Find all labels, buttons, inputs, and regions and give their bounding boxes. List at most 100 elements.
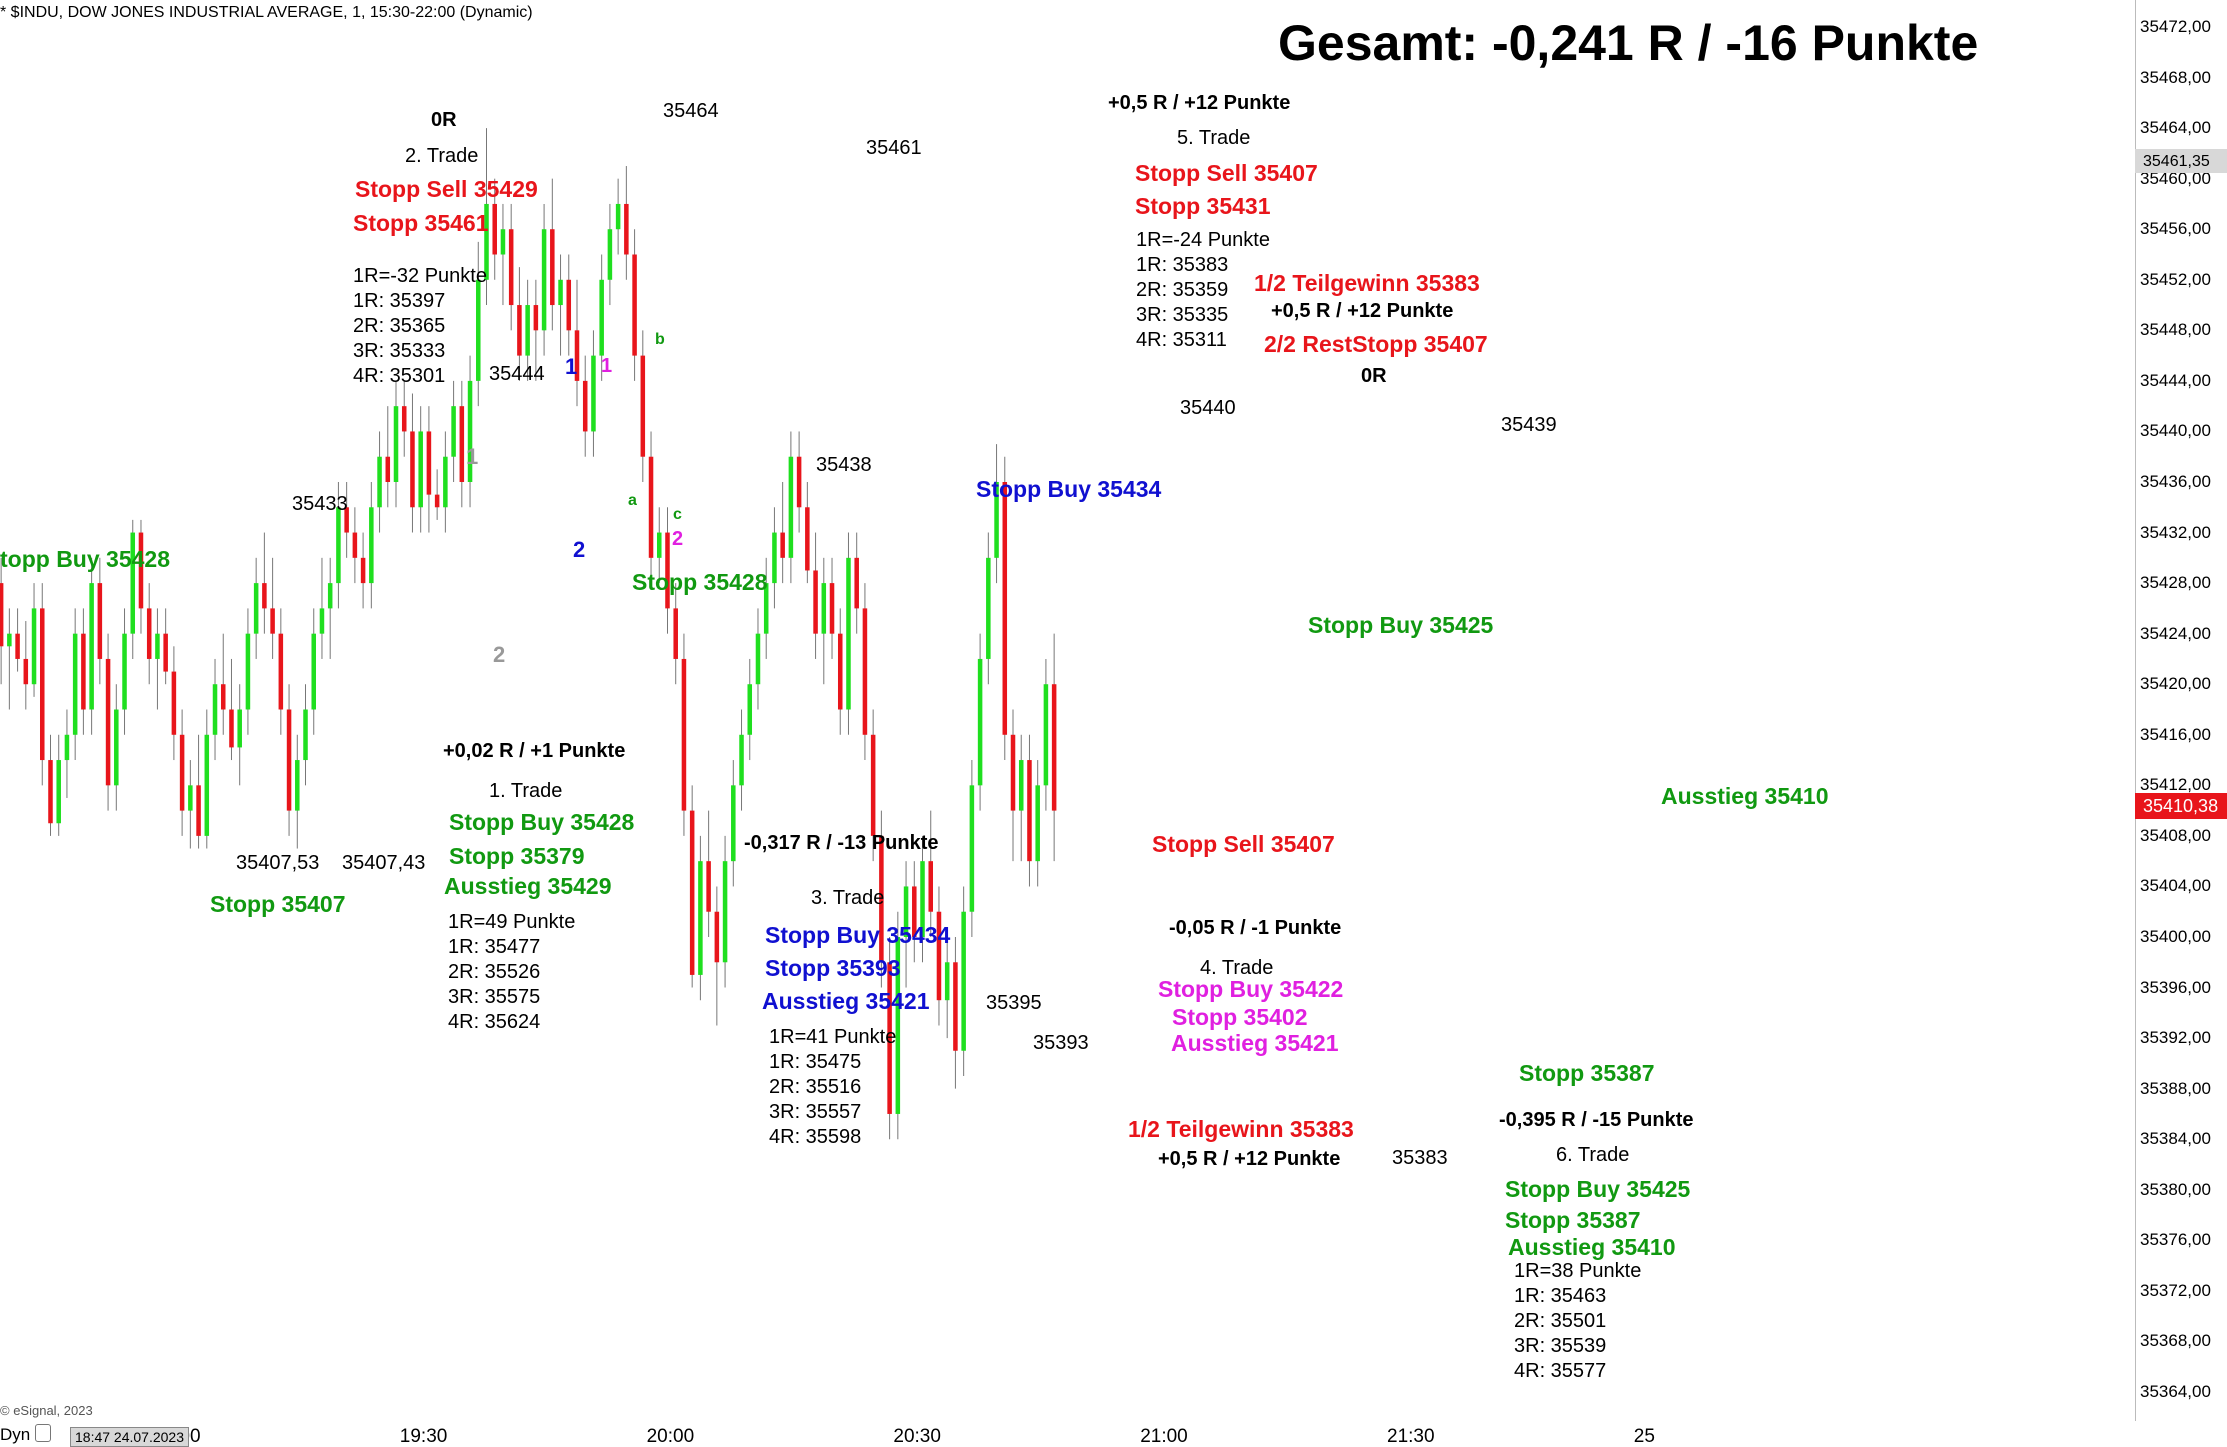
candle[interactable] — [418, 431, 423, 508]
candle[interactable] — [731, 785, 736, 862]
candle[interactable] — [624, 203, 629, 255]
candle[interactable] — [467, 380, 473, 482]
candle[interactable] — [969, 785, 975, 912]
candle[interactable] — [936, 911, 942, 1001]
candle[interactable] — [188, 785, 193, 811]
candle[interactable] — [944, 962, 950, 1001]
candle[interactable] — [928, 861, 934, 912]
candlestick-chart[interactable] — [0, 0, 2135, 1421]
candle[interactable] — [665, 532, 670, 609]
candle[interactable] — [912, 886, 917, 937]
candle[interactable] — [1018, 760, 1024, 811]
candle[interactable] — [689, 810, 695, 975]
candle[interactable] — [451, 406, 456, 457]
candle[interactable] — [698, 861, 703, 975]
candle[interactable] — [837, 633, 843, 710]
candle[interactable] — [813, 570, 818, 634]
candle[interactable] — [204, 734, 210, 836]
candle[interactable] — [138, 532, 144, 609]
candle[interactable] — [344, 507, 349, 533]
candle[interactable] — [64, 734, 70, 761]
candle[interactable] — [895, 937, 901, 1114]
candle[interactable] — [0, 583, 4, 647]
candle[interactable] — [229, 709, 234, 748]
candle[interactable] — [846, 557, 851, 710]
candle[interactable] — [72, 633, 78, 735]
candle[interactable] — [352, 532, 358, 558]
candle[interactable] — [796, 456, 802, 508]
candle[interactable] — [385, 456, 391, 482]
candle[interactable] — [410, 431, 415, 508]
candle[interactable] — [920, 861, 925, 937]
candle[interactable] — [434, 494, 440, 508]
candle[interactable] — [484, 203, 489, 280]
candle[interactable] — [393, 406, 399, 482]
candle[interactable] — [887, 962, 892, 1114]
candle[interactable] — [632, 254, 637, 356]
candle[interactable] — [1035, 785, 1040, 862]
candle[interactable] — [640, 355, 646, 457]
candle[interactable] — [1027, 760, 1032, 862]
candle[interactable] — [656, 532, 662, 558]
candle[interactable] — [303, 709, 308, 761]
candle[interactable] — [196, 785, 201, 836]
candle[interactable] — [961, 911, 966, 1051]
candle[interactable] — [327, 583, 333, 609]
candle[interactable] — [319, 608, 325, 634]
candle[interactable] — [7, 633, 12, 647]
candle[interactable] — [15, 633, 20, 659]
candle[interactable] — [862, 608, 868, 735]
candle[interactable] — [31, 608, 37, 685]
candle[interactable] — [574, 330, 580, 381]
candle[interactable] — [994, 482, 999, 558]
candle[interactable] — [39, 608, 45, 761]
candle[interactable] — [401, 406, 407, 432]
candle[interactable] — [977, 658, 983, 786]
candle[interactable] — [829, 583, 835, 634]
candle[interactable] — [492, 203, 497, 255]
candle[interactable] — [476, 279, 481, 381]
candle[interactable] — [122, 633, 127, 710]
candle[interactable] — [870, 734, 876, 836]
candle[interactable] — [525, 305, 530, 356]
candle[interactable] — [879, 835, 884, 963]
candle[interactable] — [681, 658, 687, 811]
candle[interactable] — [1051, 684, 1057, 811]
candle[interactable] — [706, 861, 711, 912]
candle[interactable] — [1043, 684, 1049, 786]
candle[interactable] — [533, 305, 539, 331]
candle[interactable] — [591, 355, 596, 432]
candle[interactable] — [48, 760, 53, 824]
candle[interactable] — [508, 229, 514, 306]
candle[interactable] — [1010, 734, 1016, 811]
candle[interactable] — [105, 658, 111, 786]
candle[interactable] — [500, 229, 506, 255]
candle[interactable] — [163, 633, 168, 672]
candle[interactable] — [986, 557, 991, 659]
candle[interactable] — [615, 203, 621, 230]
candle[interactable] — [541, 229, 547, 331]
candle[interactable] — [171, 671, 177, 735]
candle[interactable] — [747, 684, 753, 735]
candle[interactable] — [212, 684, 218, 735]
candle[interactable] — [369, 507, 374, 584]
candle[interactable] — [673, 608, 678, 659]
candle[interactable] — [56, 760, 61, 824]
candle[interactable] — [286, 709, 292, 811]
candle[interactable] — [311, 633, 317, 710]
candle[interactable] — [582, 380, 588, 432]
candle[interactable] — [648, 456, 654, 558]
candle[interactable] — [270, 608, 275, 634]
candle[interactable] — [130, 532, 136, 634]
candle[interactable] — [245, 633, 251, 710]
candle[interactable] — [220, 684, 226, 710]
candle[interactable] — [459, 406, 465, 482]
candle[interactable] — [550, 229, 555, 306]
candle[interactable] — [780, 532, 785, 558]
candle[interactable] — [722, 861, 728, 963]
candle[interactable] — [253, 583, 259, 634]
candle[interactable] — [854, 557, 859, 609]
candle[interactable] — [763, 583, 769, 634]
candle[interactable] — [714, 911, 720, 963]
candle[interactable] — [89, 583, 94, 710]
